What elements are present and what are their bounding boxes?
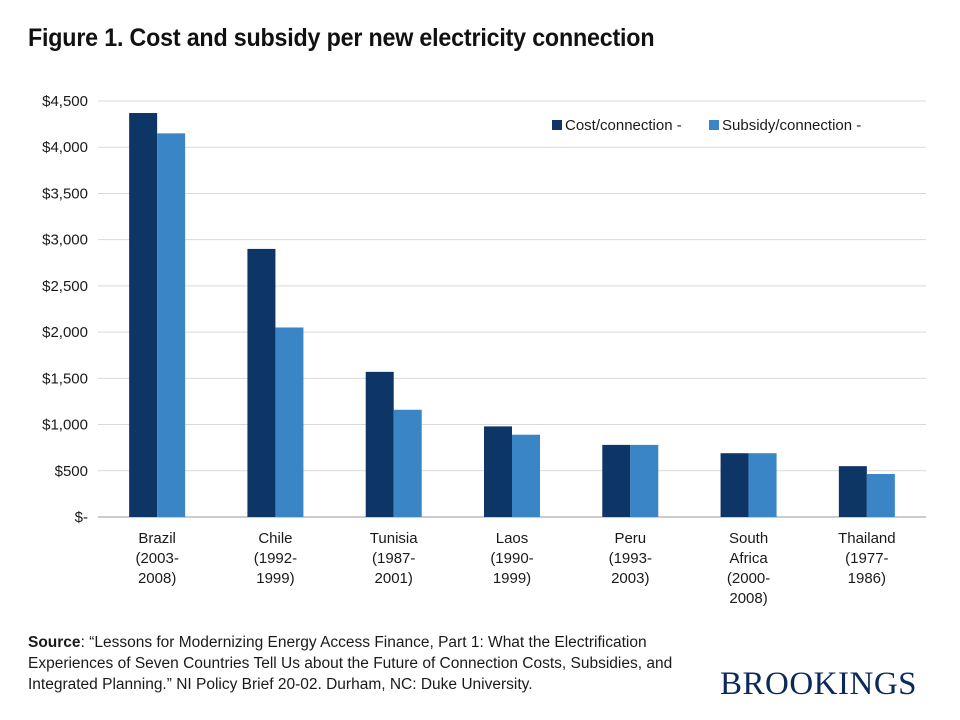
legend-label: Subsidy/connection - — [722, 117, 861, 134]
y-tick-label: $4,500 — [42, 93, 88, 110]
source-label: Source — [28, 634, 81, 651]
subsidy-bar — [748, 453, 777, 517]
cost-bar — [365, 371, 394, 517]
source-note: Source: “Lessons for Modernizing Energy … — [28, 632, 708, 695]
x-tick-label: Thailand (1977-1986) — [838, 530, 896, 587]
legend: Cost/connection - Subsidy/connection - — [552, 117, 861, 134]
legend-label: Cost/connection - — [565, 117, 682, 134]
subsidy-bar — [393, 409, 422, 517]
cost-bar — [484, 426, 512, 517]
legend-swatch — [709, 120, 719, 130]
y-tick-label: $1,000 — [42, 417, 88, 434]
cost-bar — [129, 113, 158, 518]
y-tick-label: $3,500 — [42, 185, 88, 202]
x-tick-label: Tunisia (1987-2001) — [370, 530, 418, 587]
y-axis-tick-labels: $- $500 $1,000 $1,500 $2,000 $2,500 $3,000 $3,5… — [42, 93, 88, 526]
brookings-logo: BROOKINGS — [720, 666, 918, 702]
y-tick-label: $- — [75, 509, 88, 526]
cost-bar — [838, 466, 867, 517]
subsidy-bar — [866, 474, 895, 517]
bar-chart: $- $500 $1,000 $1,500 $2,000 $2,500 $3,000 $3,5… — [42, 93, 926, 607]
x-tick-label: Peru (1993-2003) — [609, 530, 652, 587]
source-text: : “Lessons for Modernizing Energy Access… — [28, 634, 673, 693]
y-tick-label: $4,000 — [42, 139, 88, 156]
y-tick-label: $3,000 — [42, 232, 88, 249]
subsidy-bar — [512, 434, 540, 517]
subsidy-bar — [157, 133, 186, 517]
subsidy-bar — [275, 327, 304, 517]
cost-bar — [602, 444, 631, 517]
cost-bar — [720, 453, 749, 517]
x-tick-label: Laos (1990-1999) — [490, 530, 533, 587]
subsidy-bar — [630, 444, 659, 517]
cost-bar — [247, 248, 276, 517]
y-tick-label: $2,000 — [42, 324, 88, 341]
x-tick-label: Brazil (2003-2008) — [135, 530, 178, 587]
x-tick-label: Chile (1992-1999) — [254, 530, 297, 587]
chart-title: Figure 1. Cost and subsidy per new elect… — [28, 24, 655, 52]
x-axis-tick-labels: Brazil (2003-2008) Chile (1992-1999) Tunisia… — [135, 530, 895, 607]
y-tick-label: $500 — [55, 463, 88, 480]
x-tick-label: South Africa (2000-2008) — [727, 530, 770, 607]
bars — [129, 113, 895, 518]
legend-swatch — [552, 120, 562, 130]
y-tick-label: $1,500 — [42, 370, 88, 387]
y-tick-label: $2,500 — [42, 278, 88, 295]
